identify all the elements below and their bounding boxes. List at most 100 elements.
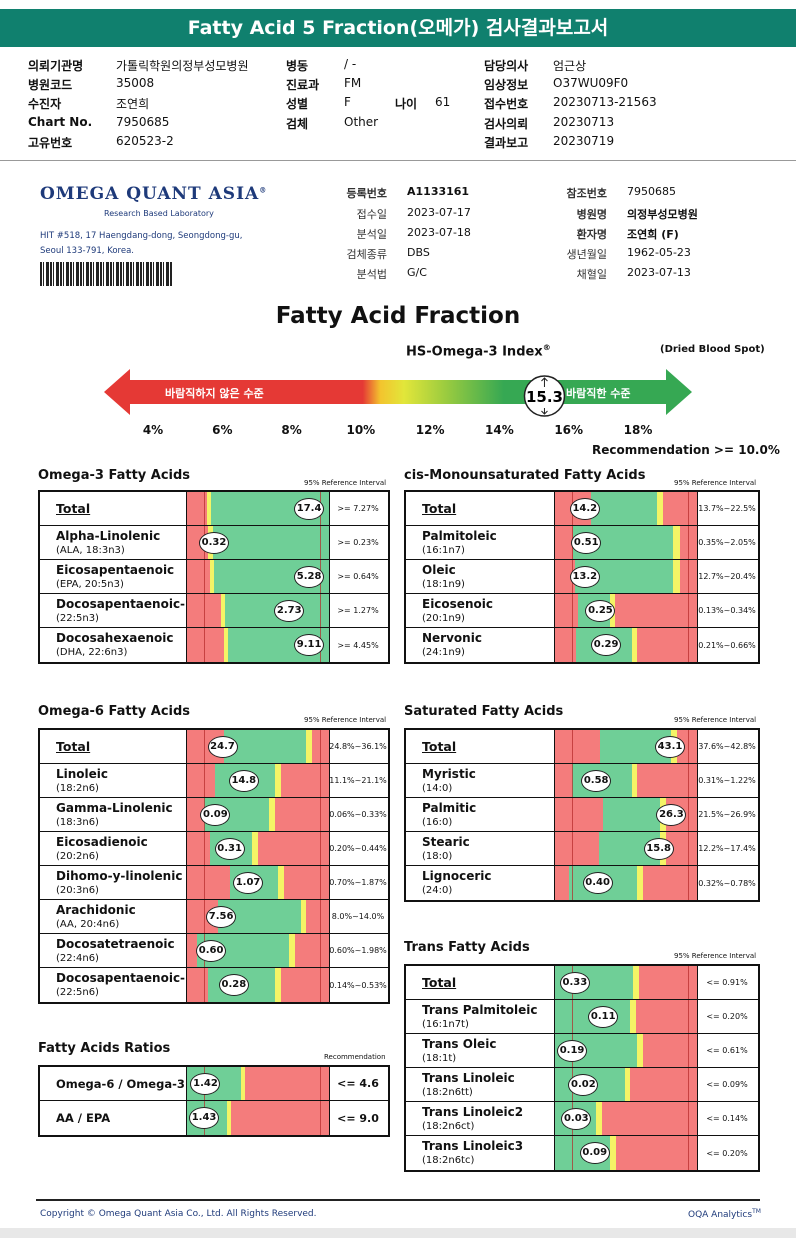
omega6-row-ref: 0.60%~1.98%: [328, 934, 388, 967]
omega3-row-value: 2.73: [276, 604, 302, 616]
cismono-row-value-marker: 13.2: [569, 565, 600, 588]
bar-zone: [275, 764, 281, 797]
barcode: [40, 262, 173, 286]
lab-field-label: 생년월일: [566, 248, 607, 261]
cismono-row-value: 14.2: [572, 502, 598, 514]
trans-row: Total 0.33 <= 0.91%: [406, 966, 758, 1000]
bar-zone: [555, 526, 574, 559]
cismono-row-value: 0.25: [588, 604, 613, 616]
bar-zone: [601, 1102, 697, 1135]
omega3-row-ref-text: >= 1.27%: [337, 606, 379, 615]
info-value: O37WU09F0: [553, 76, 629, 90]
saturated-row-ref: 37.6%~42.8%: [696, 730, 758, 763]
info-field: 고유번호 620523-2: [28, 134, 268, 150]
bar-gridline: [688, 492, 690, 525]
ratios-row-ref: <= 9.0: [328, 1101, 388, 1135]
bar-gridline: [320, 968, 322, 1002]
cismono-row: Palmitoleic (16:1n7) 0.51 0.35%~2.05%: [406, 526, 758, 560]
info-field: 접수번호 20230713-21563: [484, 95, 724, 111]
info-label: 병동: [286, 59, 309, 73]
info-value: F: [344, 95, 351, 109]
bar-gridline: [204, 594, 206, 627]
bar-zone: [283, 866, 329, 899]
info-label: 수진자: [28, 97, 62, 111]
ratios-row-name: Omega-6 / Omega-3: [56, 1077, 185, 1091]
omega3-row-bar: 2.73: [186, 594, 330, 627]
bar-gridline: [688, 798, 690, 831]
saturated-row-ref-text: 37.6%~42.8%: [698, 742, 756, 751]
trans-row-ref: <= 0.09%: [696, 1068, 758, 1101]
lab-field: 채혈일 2023-07-13: [527, 266, 727, 281]
cismono-row-value: 13.2: [572, 570, 598, 582]
omega6-row-ref-text: 24.8%~36.1%: [329, 742, 387, 751]
cismono-row: Eicosenoic (20:1n9) 0.25 0.13%~0.34%: [406, 594, 758, 628]
omega6-row-bar: 0.09: [186, 798, 330, 831]
bar-gridline: [204, 628, 206, 662]
cismono-row-value: 0.51: [573, 536, 599, 548]
info-label: 검사의뢰: [484, 117, 529, 131]
bar-zone: [280, 968, 329, 1002]
omega3-row-ref-text: >= 7.27%: [337, 504, 379, 513]
omega6-row-name: Arachidonic: [56, 903, 136, 917]
bar-gridline: [572, 730, 574, 763]
low-level-label: 바람직하지 않은 수준: [165, 386, 264, 400]
lab-field: 검체종류 DBS: [307, 246, 507, 261]
bar-gridline: [688, 1102, 690, 1135]
bar-zone: [187, 934, 197, 967]
bar-zone: [223, 730, 307, 763]
bar-zone: [300, 900, 307, 933]
lab-field-label: 접수일: [356, 208, 387, 221]
saturated-row-value-marker: 0.58: [581, 769, 612, 792]
lab-field-value: DBS: [407, 246, 430, 259]
omega6-row-ref-text: 8.0%~14.0%: [331, 912, 385, 921]
lab-field: 등록번호 A1133161: [307, 185, 507, 200]
saturated-row-sub: (24:0): [422, 885, 453, 896]
info-field: 의뢰기관명 가톨릭학원의정부성모병원: [28, 57, 268, 73]
bar-zone: [294, 934, 329, 967]
ratios-row-bar: 1.42: [186, 1067, 330, 1100]
trans-table: Total 0.33 <= 0.91% Trans Palmitoleic (16:1n…: [404, 964, 760, 1172]
saturated-row-value-marker: 26.3: [656, 803, 687, 826]
saturated-row-name: Myristic: [422, 767, 476, 781]
omega3-row-ref: >= 0.23%: [328, 526, 388, 559]
lab-address-line: Seoul 133-791, Korea.: [40, 246, 134, 256]
omega6-row-bar: 0.60: [186, 934, 330, 967]
omega3-row-sub: (EPA, 20:5n3): [56, 579, 124, 590]
trans-row-value: 0.33: [562, 976, 588, 988]
omega6-row-value: 14.8: [231, 774, 257, 786]
saturated-row-bar: 15.8: [554, 832, 698, 865]
fatty-acid-fraction-title: Fatty Acid Fraction: [275, 303, 521, 329]
bar-zone: [306, 730, 312, 763]
omega6-row-sub: (22:4n6): [56, 953, 99, 964]
lab-field-value: 의정부성모병원: [627, 208, 698, 221]
cismono-row-bar: 0.25: [554, 594, 698, 627]
bar-zone: [630, 1068, 697, 1101]
info-value: Other: [344, 115, 379, 129]
bar-zone: [240, 1067, 246, 1100]
omega6-row-sub: (18:3n6): [56, 817, 99, 828]
trans-row-value-marker: 0.03: [561, 1107, 592, 1130]
bar-zone: [590, 492, 658, 525]
trans-ri-label: 95% Reference Interval: [674, 952, 757, 960]
omega6-row-ref-text: 0.60%~1.98%: [329, 946, 387, 955]
cismono-row-bar: 14.2: [554, 492, 698, 525]
bar-zone: [631, 764, 638, 797]
lab-subtitle: Research Based Laboratory: [104, 209, 214, 218]
saturated-row-sub: (18:0): [422, 851, 453, 862]
lab-field-value: 7950685: [627, 185, 676, 198]
trans-title: Trans Fatty Acids: [404, 940, 530, 955]
trans-row-name: Trans Linoleic2: [422, 1105, 524, 1119]
omega3-row: Alpha-Linolenic (ALA, 18:3n3) 0.32 >= 0.23%: [40, 526, 388, 560]
omega3-row: Docosahexaenoic (DHA, 22:6n3) 9.11 >= 4.45%: [40, 628, 388, 662]
omega3-row-name: Alpha-Linolenic: [56, 529, 161, 543]
saturated-row-name: Total: [422, 739, 457, 754]
omega3-row-name: Docosapentaenoic-n3: [56, 597, 202, 611]
omega6-row: Dihomo-y-linolenic (20:3n6) 1.07 0.70%~1.87…: [40, 866, 388, 900]
ratios-row-ref-text: <= 4.6: [337, 1077, 379, 1090]
ratios-row-value-marker: 1.43: [189, 1107, 220, 1129]
bar-zone: [187, 832, 210, 865]
cismono-row-ref-text: 13.7%~22.5%: [698, 504, 756, 513]
cismono-row-sub: (18:1n9): [422, 579, 465, 590]
bar-zone: [630, 1000, 636, 1033]
trans-row-ref: <= 0.20%: [696, 1136, 758, 1170]
